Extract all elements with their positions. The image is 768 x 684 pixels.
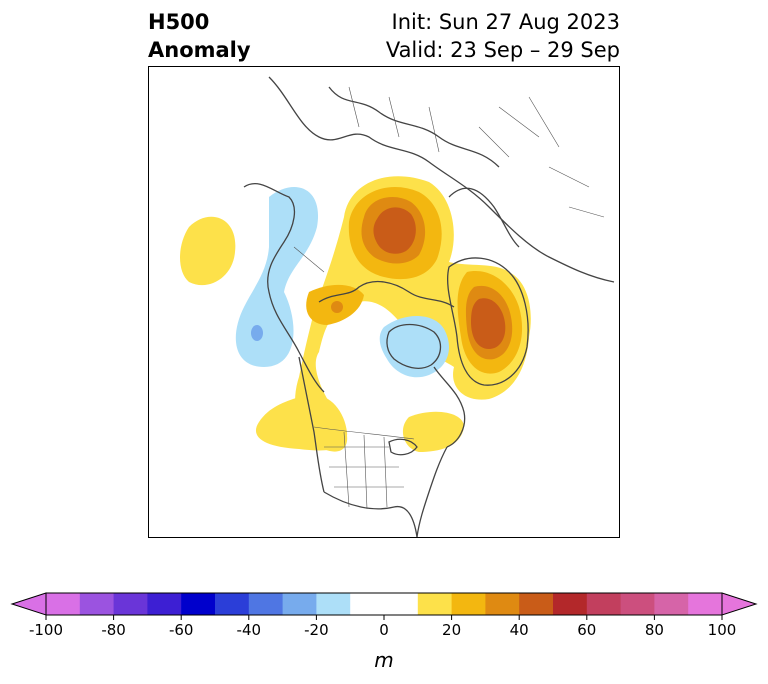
colorbar-swatch — [215, 593, 250, 615]
colorbar-swatch — [519, 593, 554, 615]
anomaly-ne-pacific-negative — [235, 187, 319, 367]
colorbar-tick-label: 100 — [708, 621, 737, 639]
colorbar-swatch — [316, 593, 351, 615]
colorbar-swatch — [248, 593, 284, 615]
colorbar-tick-label: -60 — [169, 621, 194, 639]
coast-great-lakes — [388, 438, 418, 456]
anomaly-map — [148, 66, 620, 538]
coast-scandinavia — [448, 187, 520, 248]
colorbar-swatch — [350, 593, 385, 615]
map-canvas — [180, 76, 615, 537]
colorbar: -100 -80 -60 -40 -20 0 20 40 60 80 100 m — [0, 585, 768, 684]
colorbar-swatch — [282, 593, 317, 615]
coast-labrador — [433, 366, 466, 448]
colorbar-swatch — [181, 593, 216, 615]
colorbar-tick-label: -80 — [101, 621, 126, 639]
colorbar-swatch — [113, 593, 148, 615]
coast-eurasia — [268, 76, 615, 283]
coast-gulf — [323, 491, 418, 537]
anomaly-pacific-positive — [180, 216, 236, 286]
colorbar-extend-low — [10, 592, 47, 616]
colorbar-swatch — [654, 593, 689, 615]
colorbar-tick-label: -20 — [304, 621, 329, 639]
coast-us-east — [416, 446, 448, 537]
colorbar-swatch — [688, 593, 723, 615]
coast-siberia — [328, 86, 500, 168]
colorbar-tick-label: 20 — [442, 621, 461, 639]
colorbar-swatch — [620, 593, 655, 615]
anomaly-western-us-positive — [255, 394, 348, 451]
border-states-1 — [324, 446, 404, 488]
colorbar-swatch — [79, 593, 115, 615]
borders — [293, 86, 605, 510]
valid-date: Valid: 23 Sep – 29 Sep — [385, 38, 620, 62]
colorbar-swatch — [417, 593, 453, 615]
colorbar-swatch — [46, 593, 81, 615]
anomaly-northeast-positive — [402, 411, 464, 452]
border-states-2 — [343, 431, 388, 510]
border-us-canada — [313, 426, 415, 440]
coastlines — [243, 76, 615, 537]
map-dates: Init: Sun 27 Aug 2023 Valid: 23 Sep – 29… — [386, 8, 620, 64]
coast-greenland — [446, 257, 529, 386]
border-asia — [348, 86, 440, 153]
anomaly-contours — [180, 176, 531, 452]
colorbar-swatch — [553, 593, 588, 615]
colorbar-tick-label: -100 — [29, 621, 63, 639]
colorbar-swatches — [10, 592, 758, 616]
colorbar-tick-label: 0 — [379, 621, 389, 639]
coast-alaska — [243, 182, 325, 393]
map-title: H500 Anomaly — [148, 8, 251, 64]
title-variable: H500 — [148, 10, 210, 34]
anomaly-beaufort-core — [331, 301, 343, 313]
colorbar-swatch — [384, 593, 419, 615]
colorbar-svg: -100 -80 -60 -40 -20 0 20 40 60 80 100 m — [10, 592, 758, 672]
colorbar-extend-high — [721, 592, 758, 616]
anomaly-arctic-40 — [373, 207, 416, 254]
border-alaska — [293, 246, 325, 273]
colorbar-swatch — [147, 593, 182, 615]
colorbar-swatch — [485, 593, 520, 615]
colorbar-ticks: -100 -80 -60 -40 -20 0 20 40 60 80 100 — [29, 615, 736, 639]
colorbar-tick-label: 40 — [510, 621, 529, 639]
title-field: Anomaly — [148, 38, 251, 62]
coast-canada-arctic — [318, 280, 455, 308]
border-europe — [478, 96, 605, 218]
anomaly-greenland-40 — [471, 298, 506, 349]
colorbar-tick-label: 60 — [577, 621, 596, 639]
colorbar-swatch — [586, 593, 622, 615]
coast-hudson-bay — [386, 323, 442, 369]
init-date: Init: Sun 27 Aug 2023 — [391, 10, 620, 34]
coast-pacific-nw — [298, 356, 325, 493]
colorbar-tick-label: -40 — [237, 621, 262, 639]
colorbar-unit-label: m — [374, 648, 393, 672]
colorbar-swatch — [451, 593, 486, 615]
colorbar-tick-label: 80 — [645, 621, 664, 639]
anomaly-negative-core — [251, 325, 263, 341]
